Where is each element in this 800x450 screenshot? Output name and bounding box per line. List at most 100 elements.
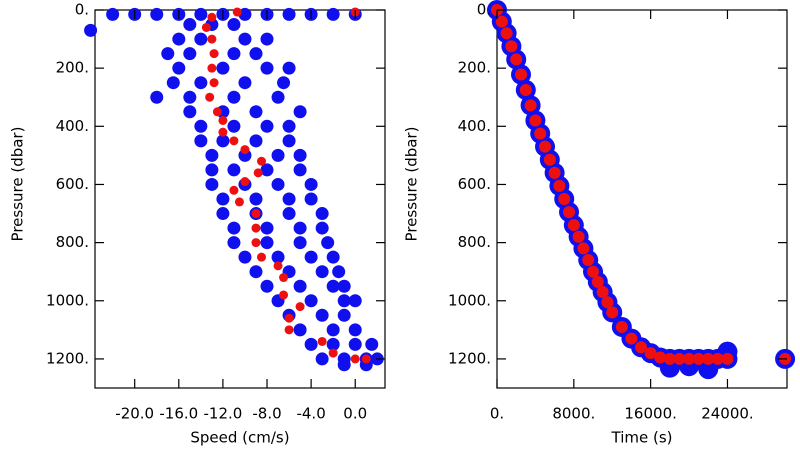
data-point <box>553 179 566 192</box>
x-tick-label: 0. <box>490 405 504 423</box>
data-point <box>326 7 340 21</box>
data-point <box>251 223 261 233</box>
y-tick-label: 600. <box>56 175 89 193</box>
data-point <box>251 209 261 219</box>
data-point <box>326 279 340 293</box>
data-point <box>260 221 274 235</box>
data-point <box>596 286 609 299</box>
data-point <box>227 47 241 61</box>
data-point <box>166 76 180 90</box>
data-point <box>721 352 734 365</box>
data-point <box>238 32 252 46</box>
data-point <box>348 294 362 308</box>
data-point <box>216 207 230 221</box>
data-point <box>582 254 595 267</box>
data-point <box>563 206 576 219</box>
data-point <box>271 90 285 104</box>
data-point <box>293 279 307 293</box>
y-tick-label: 600. <box>458 175 491 193</box>
data-point <box>194 76 208 90</box>
data-point <box>519 83 532 96</box>
data-point <box>194 32 208 46</box>
data-point <box>673 352 686 365</box>
data-point <box>205 92 215 102</box>
data-point <box>209 78 219 88</box>
data-point <box>315 207 329 221</box>
data-point <box>232 7 242 17</box>
data-point <box>229 185 239 195</box>
data-point <box>702 352 715 365</box>
data-point <box>348 323 362 337</box>
data-point <box>539 140 552 153</box>
data-point <box>601 296 614 309</box>
data-point <box>251 238 261 248</box>
y-tick-label: 1000. <box>448 291 491 309</box>
data-point <box>238 7 252 21</box>
data-point <box>260 163 274 177</box>
data-point <box>205 163 219 177</box>
x-tick-label: -12.0 <box>204 405 243 423</box>
data-point <box>183 47 197 61</box>
plot-frame <box>496 9 788 389</box>
data-point <box>194 7 208 21</box>
data-point <box>315 265 329 279</box>
data-point <box>271 148 285 162</box>
data-point <box>692 352 705 365</box>
y-tick-label: 1200. <box>448 349 491 367</box>
y-tick-label: 0. <box>477 1 491 19</box>
data-point <box>625 332 638 345</box>
data-point <box>273 261 283 271</box>
data-point <box>183 90 197 104</box>
data-point <box>216 134 230 148</box>
data-point <box>150 7 164 21</box>
data-point <box>663 352 676 365</box>
data-point <box>205 148 219 162</box>
data-point <box>207 12 217 22</box>
data-point <box>194 119 208 133</box>
data-point <box>282 192 296 206</box>
data-point <box>183 18 197 32</box>
data-point <box>577 242 590 255</box>
data-point <box>260 236 274 250</box>
y-tick-label: 400. <box>56 117 89 135</box>
data-point <box>293 105 307 119</box>
data-point <box>209 49 219 59</box>
data-point <box>534 127 547 140</box>
data-point <box>548 166 561 179</box>
data-point <box>315 221 329 235</box>
y-axis-label: Pressure (dbar) <box>403 127 421 242</box>
data-point <box>304 294 318 308</box>
y-tick-label: 800. <box>56 233 89 251</box>
x-tick-label: -20.0 <box>115 405 154 423</box>
data-point <box>332 265 346 279</box>
data-point <box>207 34 217 44</box>
data-point <box>304 177 318 191</box>
data-point <box>172 61 186 75</box>
data-point <box>240 145 250 155</box>
data-point <box>591 275 604 288</box>
data-point <box>282 119 296 133</box>
data-point <box>524 99 537 112</box>
data-point <box>227 221 241 235</box>
data-point <box>106 7 120 21</box>
data-point <box>216 192 230 206</box>
data-point <box>567 219 580 232</box>
data-point <box>348 337 362 351</box>
y-tick-label: 800. <box>458 233 491 251</box>
data-point <box>510 53 523 66</box>
data-point <box>249 105 263 119</box>
x-axis-label: Speed (cm/s) <box>190 429 289 447</box>
data-point <box>515 68 528 81</box>
data-point <box>282 7 296 21</box>
data-point <box>683 352 696 365</box>
data-point <box>304 192 318 206</box>
data-point <box>326 337 340 351</box>
data-point <box>257 156 267 166</box>
data-point <box>84 23 98 37</box>
data-point <box>495 15 508 28</box>
x-tick-label: -16.0 <box>159 405 198 423</box>
data-point <box>161 47 175 61</box>
data-point <box>238 250 252 264</box>
y-tick-label: 200. <box>56 59 89 77</box>
y-tick-label: 1200. <box>46 349 89 367</box>
